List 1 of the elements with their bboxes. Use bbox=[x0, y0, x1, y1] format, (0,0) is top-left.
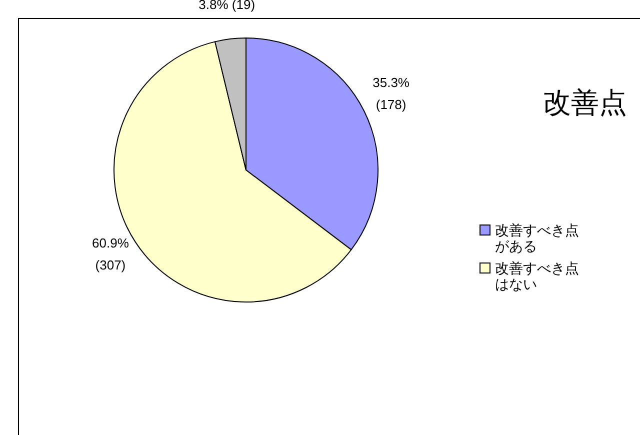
title: 改善点 bbox=[543, 87, 627, 118]
